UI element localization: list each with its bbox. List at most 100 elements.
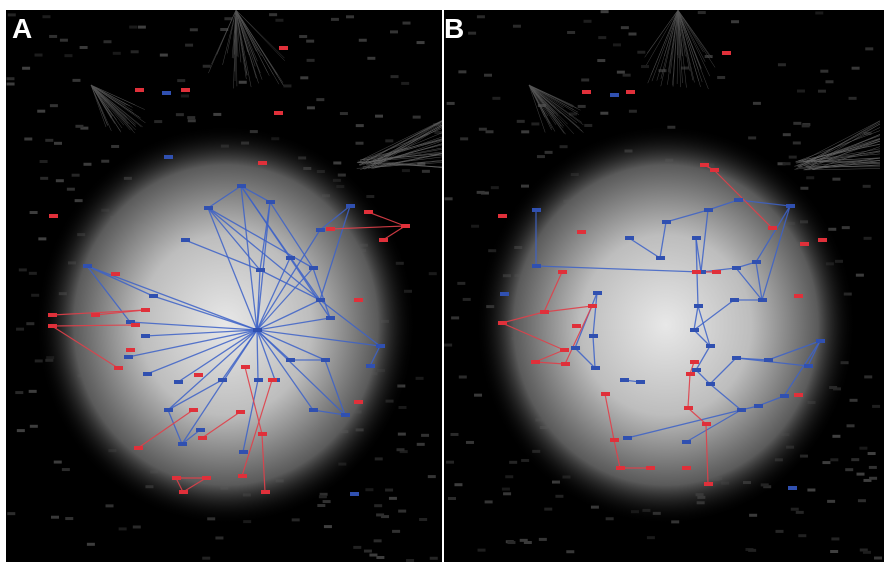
background-node: [65, 517, 73, 520]
red-node: [48, 313, 57, 317]
background-edge: [668, 10, 678, 72]
red-node: [401, 224, 410, 228]
background-node: [119, 527, 127, 530]
background-node: [825, 80, 833, 83]
background-node: [307, 59, 315, 62]
background-node: [849, 97, 857, 100]
background-node: [484, 74, 492, 77]
blue-node: [591, 366, 600, 370]
background-node: [390, 30, 398, 33]
background-node: [793, 141, 801, 144]
background-node: [749, 514, 757, 517]
blue-node: [732, 356, 741, 360]
blue-node: [204, 206, 213, 210]
background-edge: [678, 10, 710, 76]
background-node: [847, 424, 855, 427]
blue-node: [764, 358, 773, 362]
background-node: [807, 488, 815, 491]
background-node: [376, 513, 384, 516]
background-node: [15, 391, 23, 394]
background-node: [375, 115, 383, 118]
background-node: [606, 517, 614, 520]
blue-node: [350, 492, 359, 496]
background-node: [502, 488, 510, 491]
background-edge: [796, 134, 880, 169]
red-node: [134, 446, 143, 450]
background-node: [422, 170, 430, 173]
red-node: [794, 294, 803, 298]
background-node: [791, 508, 799, 511]
background-node: [492, 97, 500, 100]
background-edge: [236, 10, 257, 61]
blue-node: [704, 208, 713, 212]
background-node: [213, 113, 221, 116]
red-node: [181, 88, 190, 92]
blue-node: [752, 260, 761, 264]
background-node: [567, 31, 575, 34]
red-node: [540, 310, 549, 314]
background-node: [56, 179, 64, 182]
background-node: [857, 473, 865, 476]
red-node: [131, 323, 140, 327]
background-node: [398, 433, 406, 436]
background-node: [477, 191, 485, 194]
blue-node: [309, 266, 318, 270]
background-node: [113, 52, 121, 55]
blue-node: [804, 364, 813, 368]
background-node: [429, 272, 437, 275]
background-node: [628, 33, 636, 36]
background-node: [513, 25, 521, 28]
blue-node: [690, 328, 699, 332]
background-node: [458, 70, 466, 73]
background-node: [316, 98, 324, 101]
background-node: [517, 120, 525, 123]
background-node: [831, 537, 839, 540]
background-node: [845, 468, 853, 471]
background-edge: [91, 85, 132, 130]
background-node: [798, 534, 806, 537]
background-node: [806, 176, 814, 179]
background-node: [26, 322, 34, 325]
background-node: [72, 174, 80, 177]
red-node: [800, 242, 809, 246]
background-node: [16, 328, 24, 331]
background-node: [138, 26, 146, 29]
network-panel: A: [6, 10, 442, 562]
background-node: [466, 441, 474, 444]
background-node: [176, 113, 184, 116]
background-node: [185, 44, 193, 47]
background-node: [753, 102, 761, 105]
background-node: [160, 54, 168, 57]
blue-node: [164, 155, 173, 159]
red-node: [818, 238, 827, 242]
background-node: [187, 116, 195, 119]
blue-node: [83, 264, 92, 268]
background-node: [190, 28, 198, 31]
red-node: [684, 406, 693, 410]
background-node: [300, 76, 308, 79]
background-node: [601, 10, 609, 13]
background-node: [111, 145, 119, 148]
background-node: [859, 447, 867, 450]
blue-node: [625, 236, 634, 240]
background-node: [413, 116, 421, 119]
background-node: [531, 122, 539, 125]
background-node: [454, 483, 462, 486]
background-node: [647, 536, 655, 539]
background-node: [106, 504, 114, 507]
blue-node: [786, 204, 795, 208]
background-node: [385, 489, 393, 492]
background-node: [818, 90, 826, 93]
blue-node: [149, 294, 158, 298]
red-node: [722, 51, 731, 55]
background-node: [188, 119, 196, 122]
red-node: [626, 90, 635, 94]
background-node: [521, 130, 529, 133]
background-node: [544, 508, 552, 511]
blue-node: [656, 256, 665, 260]
background-node: [448, 497, 456, 500]
red-node: [794, 393, 803, 397]
background-node: [775, 530, 783, 533]
red-node: [238, 474, 247, 478]
background-node: [503, 492, 511, 495]
